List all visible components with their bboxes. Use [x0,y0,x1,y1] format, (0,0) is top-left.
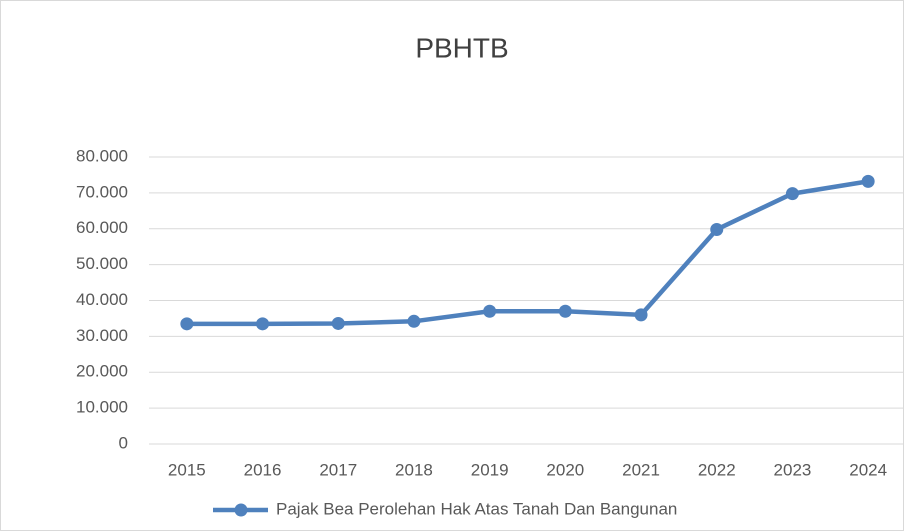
y-tick-label: 40.000 [76,290,128,309]
series-line [186,179,869,327]
x-tick-label: 2023 [774,460,812,479]
data-point [256,317,270,331]
data-point [180,317,194,331]
chart-title: PBHTB [415,32,508,63]
data-point [331,316,345,330]
x-tick-label: 2024 [849,460,887,479]
y-tick-label: 60.000 [76,218,128,237]
y-tick-label: 80.000 [76,146,128,165]
x-tick-label: 2022 [698,460,736,479]
x-tick-label: 2018 [395,460,433,479]
x-tick-label: 2019 [471,460,509,479]
data-point [407,314,421,328]
y-tick-label: 30.000 [76,326,128,345]
x-tick-label: 2020 [546,460,584,479]
x-tick-label: 2017 [319,460,357,479]
x-tick-label: 2015 [168,460,206,479]
legend-label: Pajak Bea Perolehan Hak Atas Tanah Dan B… [276,499,677,518]
data-point [634,308,648,322]
data-point [558,304,572,318]
y-tick-label: 50.000 [76,254,128,273]
y-tick-label: 0 [119,433,128,452]
data-point [785,187,799,201]
x-tick-label: 2016 [244,460,282,479]
legend-marker [234,503,248,517]
y-tick-label: 10.000 [76,398,128,417]
data-point [710,222,724,236]
data-point [483,304,497,318]
y-tick-label: 20.000 [76,362,128,381]
y-tick-label: 70.000 [76,182,128,201]
x-tick-label: 2021 [622,460,660,479]
data-point [861,174,875,188]
